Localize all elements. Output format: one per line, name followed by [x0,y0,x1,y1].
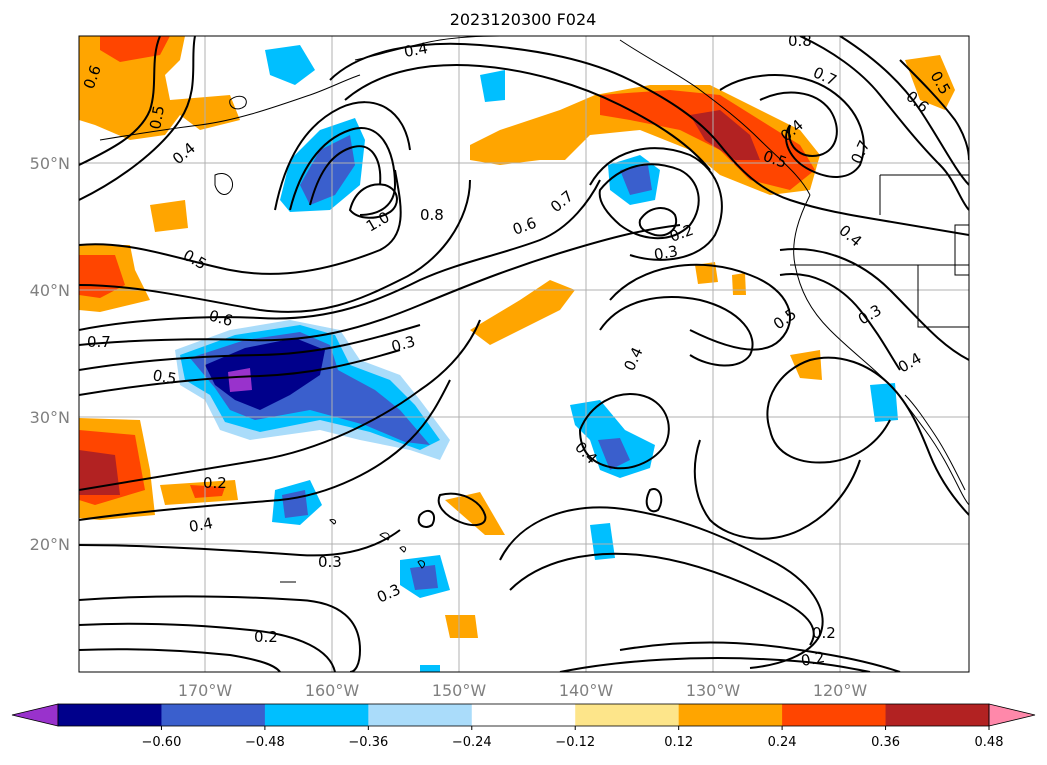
colorbar-tick-label: 0.36 [871,735,900,750]
colorbar-tick-label: −0.60 [142,735,182,750]
lat-label: 20°N [30,535,70,554]
contour-label: 0.7 [87,333,111,351]
lat-label: 40°N [30,281,70,300]
colorbar-cell [575,704,680,726]
colorbar-cell [58,704,162,726]
colorbar-cells [11,703,1036,727]
lon-label: 150°W [432,681,487,700]
contour-label: 0.4 [188,514,215,536]
longitude-labels: 170°W 160°W 150°W 140°W 130°W 120°W [178,681,868,700]
positive-anomaly-shading [79,36,955,638]
map-plot-area: 0.6 0.4 0.5 0.6 0.7 0.5 0.2 0.4 0.3 0.3 … [79,32,969,672]
colorbar-cell [678,704,783,726]
lat-label: 50°N [30,154,70,173]
lon-label: 140°W [559,681,614,700]
coastlines [99,36,969,583]
contour-label: 0.5 [151,366,178,388]
colorbar-cell [264,704,369,726]
colorbar-extend-high [988,703,1036,727]
contour-label: 0.3 [318,553,342,571]
contour-label: 0.3 [389,332,417,356]
colorbar-tick-label: −0.48 [245,735,285,750]
contour-label: 0.4 [403,39,430,61]
contour-label: 0.2 [812,624,836,642]
lon-label: 170°W [178,681,233,700]
colorbar-ticks: −0.60 −0.48 −0.36 −0.24 −0.12 0.12 0.24 0.36 0.4… [142,726,1004,750]
colorbar-tick-label: 0.12 [664,735,693,750]
contour-label: 0.5 [146,104,168,131]
colorbar-cell [782,704,887,726]
colorbar-cell [885,704,990,726]
colorbar-tick-label: −0.12 [555,735,595,750]
lat-label: 30°N [30,408,70,427]
contour-label: 0.2 [203,474,227,492]
contour-label: 0.2 [254,628,278,646]
contour-label: 0.2 [800,648,827,670]
colorbar-tick-label: 0.48 [975,735,1004,750]
colorbar-tick-label: −0.24 [452,735,492,750]
colorbar-cell [471,704,576,726]
colorbar-tick-label: −0.36 [348,735,388,750]
map-title: 2023120300 F024 [450,10,597,29]
contour-label: 0.8 [788,32,812,50]
colorbar-tick-label: 0.24 [768,735,797,750]
colorbar-cell [161,704,266,726]
lon-label: 130°W [686,681,741,700]
colorbar: −0.60 −0.48 −0.36 −0.24 −0.12 0.12 0.24 0.36 0.4… [11,703,1036,750]
contour-label: 0.6 [207,306,235,330]
contour-label: 0.3 [653,242,680,264]
map-frame [78,35,970,673]
colorbar-extend-low [11,703,59,727]
lon-label: 120°W [813,681,868,700]
lon-label: 160°W [305,681,360,700]
colorbar-cell [368,704,473,726]
colorbar-frame [57,703,990,727]
contour-label: 0.8 [420,206,444,224]
contour-lines [79,36,969,672]
latitude-labels: 50°N 40°N 30°N 20°N [30,154,70,554]
